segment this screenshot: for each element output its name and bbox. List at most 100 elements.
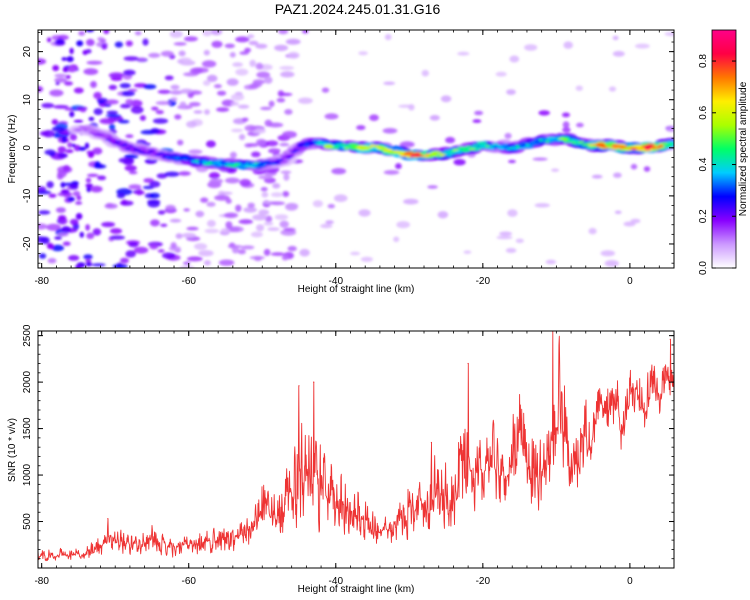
heatmap-speckle	[604, 260, 619, 267]
heatmap-ridge-cell	[654, 146, 661, 149]
snr-peak-point	[298, 385, 300, 387]
heatmap-speckle	[120, 257, 129, 264]
heatmap-speckle	[232, 246, 240, 254]
heatmap-speckle	[247, 34, 255, 39]
heatmap-ridge-cell	[469, 148, 476, 151]
heatmap-speckle	[76, 40, 84, 47]
heatmap-speckle	[229, 52, 236, 58]
colorbar-tick-label: 0.2	[698, 209, 709, 223]
heatmap-ridge-cell	[148, 150, 155, 153]
heatmap-speckle	[268, 148, 281, 154]
heatmap-speckle	[41, 102, 55, 109]
snr-background	[38, 331, 674, 568]
heatmap-ridge-cell	[477, 141, 488, 146]
heatmap-speckle	[48, 193, 57, 198]
heatmap-speckle	[278, 92, 293, 97]
heatmap-ridge-cell	[240, 163, 248, 166]
y-tick-label: 10	[22, 94, 33, 106]
heatmap-speckle	[325, 220, 334, 225]
heatmap-speckle	[60, 182, 66, 188]
heatmap-speckle	[46, 181, 54, 189]
heatmap-speckle	[47, 258, 57, 264]
heatmap-speckle	[57, 232, 69, 237]
heatmap-speckle	[260, 187, 268, 192]
snr-peak-point	[430, 441, 432, 444]
heatmap-speckle	[105, 203, 114, 207]
heatmap-speckle	[247, 143, 259, 147]
heatmap-speckle	[58, 215, 67, 221]
heatmap-speckle	[108, 123, 116, 131]
heatmap-ridge-cell	[201, 160, 208, 163]
heatmap-speckle	[57, 153, 68, 158]
heatmap-speckle	[83, 254, 93, 260]
heatmap-speckle	[175, 233, 183, 239]
heatmap-speckle	[208, 172, 220, 179]
heatmap-speckle	[263, 248, 271, 256]
heatmap-speckle	[504, 132, 512, 139]
y-tick-label: 1000	[22, 463, 33, 486]
heatmap-speckle	[38, 210, 51, 215]
heatmap-speckle	[545, 259, 557, 265]
heatmap-speckle	[213, 84, 222, 89]
heatmap-speckle	[178, 171, 191, 176]
snr-panel: -80 -60 -40 -20 0 500 1000 1500 2000 2500 Height …	[7, 324, 675, 595]
heatmap-speckle	[38, 58, 47, 65]
heatmap-speckle	[612, 35, 619, 41]
page-title: PAZ1.2024.245.01.31.G16	[274, 1, 441, 17]
heatmap-speckle	[125, 134, 134, 139]
heatmap-speckle	[65, 149, 74, 154]
heatmap-speckle	[128, 241, 139, 248]
colorbar-tick-label: 0.6	[698, 105, 709, 119]
heatmap-speckle	[114, 41, 123, 48]
heatmap-speckle	[268, 100, 275, 108]
x-tick-label: -40	[329, 576, 344, 587]
heatmap-speckle	[73, 119, 84, 123]
heatmap-ridge-cell	[98, 134, 105, 137]
heatmap-ridge-cell	[660, 142, 668, 145]
heatmap-speckle	[195, 210, 205, 218]
heatmap-speckle	[86, 186, 91, 193]
heatmap-ridge-cell	[422, 154, 429, 158]
heatmap-speckle	[508, 159, 516, 164]
heatmap-speckle	[256, 224, 265, 232]
heatmap-speckle	[148, 52, 161, 58]
heatmap-speckle	[211, 40, 223, 48]
heatmap-speckle	[101, 43, 108, 50]
heatmap-ridge-cell	[244, 165, 251, 168]
y-tick-label: 500	[22, 513, 33, 530]
heatmap-speckle	[152, 118, 169, 124]
heatmap-speckle	[149, 243, 158, 250]
heatmap-speckle	[252, 79, 265, 85]
heatmap-speckle	[408, 104, 415, 111]
heatmap-speckle	[255, 138, 267, 146]
heatmap-speckle	[206, 74, 218, 82]
heatmap-speckle	[312, 200, 323, 208]
heatmap-speckle	[150, 219, 160, 227]
heatmap-ridge-cell	[287, 155, 294, 158]
heatmap-speckle	[284, 109, 293, 115]
heatmap-speckle	[302, 30, 309, 34]
heatmap-ridge-cell	[101, 136, 109, 139]
heatmap-speckle	[188, 149, 203, 155]
heatmap-speckle	[46, 223, 61, 231]
heatmap-speckle	[255, 43, 268, 49]
heatmap-speckle	[575, 85, 583, 91]
colorbar-tick-label: 0.4	[698, 157, 709, 171]
heatmap-speckle	[239, 178, 251, 187]
heatmap-speckle	[128, 170, 138, 175]
heatmap-speckle	[272, 183, 281, 189]
spectrogram-ticks: -80 -60 -40 -20 0 20 10 0 -10 -20	[22, 30, 675, 287]
heatmap-speckle	[56, 173, 64, 180]
heatmap-speckle	[383, 170, 400, 175]
heatmap-speckle	[206, 201, 216, 207]
heatmap-speckle	[225, 177, 240, 184]
heatmap-speckle	[44, 149, 56, 156]
heatmap-ridge-cell	[535, 140, 542, 143]
heatmap-speckle	[453, 159, 466, 166]
heatmap-speckle	[51, 244, 65, 252]
heatmap-peak	[595, 142, 606, 148]
heatmap-ridge-cell	[290, 150, 297, 154]
heatmap-speckle	[85, 261, 92, 267]
heatmap-ridge-cell	[343, 147, 350, 150]
heatmap-speckle	[157, 89, 172, 94]
